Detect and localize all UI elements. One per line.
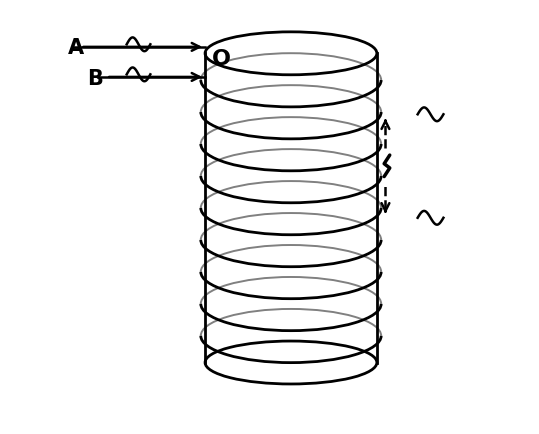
Text: B: B xyxy=(87,69,103,89)
Text: A: A xyxy=(68,38,84,58)
Text: O: O xyxy=(211,49,231,69)
